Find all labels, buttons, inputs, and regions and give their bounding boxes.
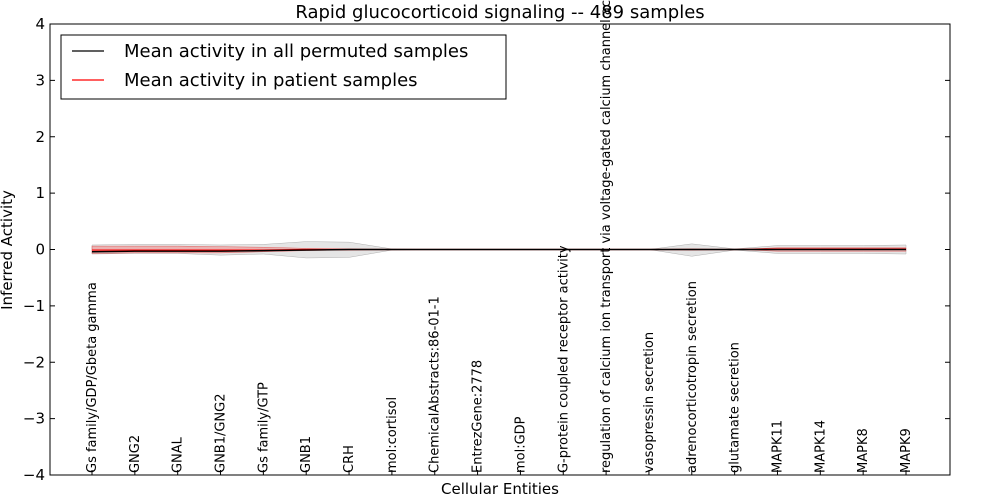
category-label: MAPK9 [899, 428, 914, 473]
category-label: GNB1/GNG2 [214, 393, 229, 473]
category-label: ChemicalAbstracts:86-01-1 [428, 296, 443, 473]
band-series-0 [91, 241, 907, 259]
category-label: G-protein coupled receptor activity [556, 245, 571, 473]
category-label: Gs family/GTP [256, 382, 271, 473]
series-lines [91, 248, 906, 253]
category-label: GNG2 [128, 435, 143, 473]
y-axis-label: Inferred Activity [0, 190, 16, 310]
chart-title: Rapid glucocorticoid signaling -- 489 sa… [295, 2, 704, 23]
y-tick-label: 3 [35, 71, 45, 89]
category-label: CRH [342, 445, 357, 473]
category-label: mol:cortisol [385, 397, 400, 473]
y-tick-label: 2 [35, 128, 45, 146]
y-tick-label: 0 [35, 241, 45, 259]
y-tick-label: 4 [35, 15, 45, 33]
category-label: GNB1 [299, 436, 314, 473]
legend-box [60, 34, 507, 100]
category-label: adrenocorticotropin secretion [685, 281, 700, 473]
y-axis-ticks: 4 3 2 1 0 −1 −2 −3 −4 [23, 15, 950, 484]
line-series-0 [91, 248, 906, 253]
x-axis-label: Cellular Entities [441, 480, 559, 498]
category-label: glutamate secretion [728, 342, 743, 473]
category-labels: Gs family/GDP/Gbeta gamma GNG2 GNAL GNB1/GN… [85, 0, 914, 475]
category-label: MAPK14 [813, 420, 828, 473]
category-label: EntrezGene:2778 [471, 360, 486, 473]
category-label: Gs family/GDP/Gbeta gamma [85, 282, 100, 473]
y-tick-label: −2 [23, 353, 45, 371]
plot-frame [49, 23, 951, 476]
y-tick-label: −4 [23, 466, 45, 484]
category-label: GNAL [171, 436, 186, 473]
y-tick-label: −3 [23, 410, 45, 428]
category-label: regulation of calcium ion transport via … [599, 0, 614, 473]
legend-label-permuted: Mean activity in all permuted samples [124, 41, 468, 62]
category-label: vasopressin secretion [642, 332, 657, 473]
y-tick-label: 1 [35, 184, 45, 202]
legend: Mean activity in all permuted samples Me… [60, 34, 507, 100]
y-tick-label: −1 [23, 297, 45, 315]
category-label: mol:GDP [513, 416, 528, 473]
legend-label-patient: Mean activity in patient samples [124, 70, 418, 91]
category-label: MAPK11 [770, 420, 785, 473]
category-label: MAPK8 [856, 428, 871, 473]
